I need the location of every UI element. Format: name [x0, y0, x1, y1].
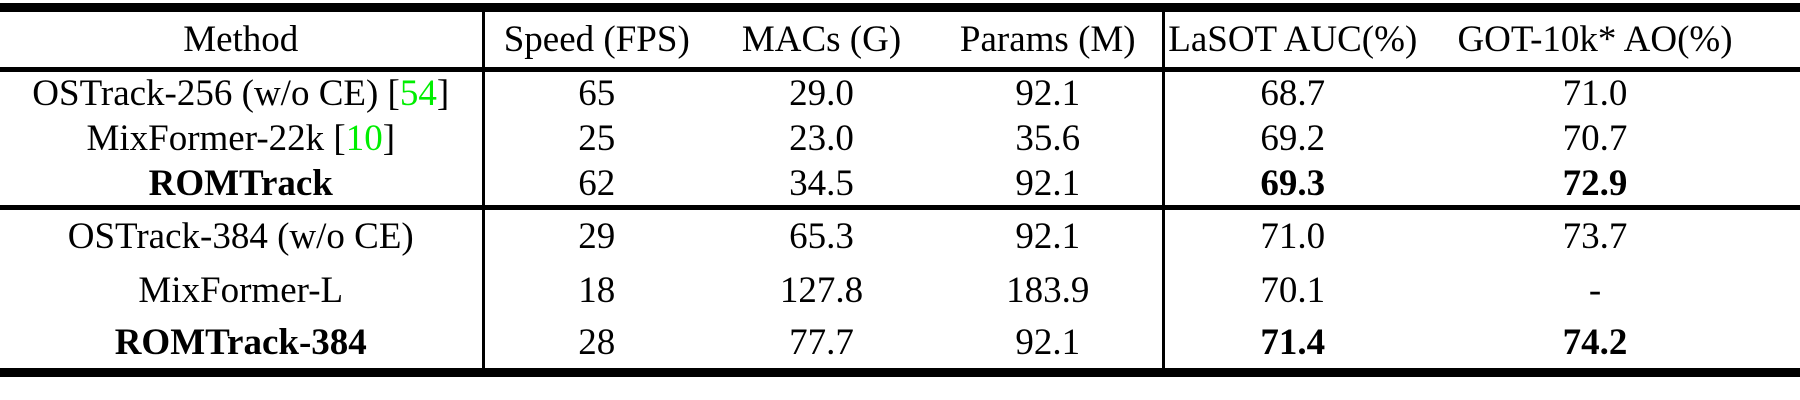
cell-params: 92.1 [934, 69, 1165, 116]
cell-macs: 34.5 [789, 162, 854, 204]
spacer-cell [1769, 116, 1800, 162]
cell-macs: 77.7 [789, 322, 854, 364]
spacer-cell [1769, 318, 1800, 373]
column-header-got: GOT-10k* AO(%) [1457, 19, 1733, 60]
header-row: Method Speed (FPS) MACs (G) Params (M) L… [0, 7, 1800, 70]
table-row: ROMTrack-384 28 77.7 92.1 71.4 74.2 [0, 317, 1800, 373]
method-name: ROMTrack [148, 162, 333, 204]
cell-params: 183.9 [934, 262, 1165, 318]
cell-speed: 62 [578, 162, 616, 204]
spacer-cell [1769, 162, 1800, 208]
cell-params: 92.1 [934, 161, 1165, 208]
spacer-cell [1769, 263, 1800, 318]
cell-speed: 29 [578, 215, 616, 257]
table-row: ROMTrack 62 34.5 92.1 69.3 72.9 [0, 161, 1800, 208]
cell-lasot: 71.4 [1260, 322, 1326, 364]
method-name: ROMTrack-384 [114, 322, 367, 364]
column-header-method: Method [0, 7, 485, 70]
cell-macs: 65.3 [789, 215, 854, 257]
cell-method: OSTrack-256 (w/o CE) [54] [0, 69, 485, 116]
cell-got: 72.9 [1562, 162, 1628, 204]
cell-speed: 28 [578, 322, 616, 364]
cell-method: ROMTrack [0, 161, 485, 208]
cell-got: - [1588, 269, 1602, 311]
cell-method: MixFormer-L [0, 262, 485, 318]
spacer-cell [1769, 208, 1800, 263]
method-name: MixFormer-L [138, 269, 344, 311]
cell-lasot: 68.7 [1260, 73, 1326, 115]
method-name: OSTrack-256 (w/o CE) [32, 73, 379, 115]
cell-got: 73.7 [1562, 215, 1628, 257]
cell-lasot: 70.1 [1260, 269, 1326, 311]
cell-speed: 65 [578, 73, 616, 115]
citation-number[interactable]: 54 [399, 73, 437, 115]
table-row: MixFormer-22k [10] 25 23.0 35.6 69.2 70.7 [0, 115, 1800, 162]
results-table: Method Speed (FPS) MACs (G) Params (M) L… [0, 3, 1800, 377]
citation-link[interactable]: [10] [324, 118, 396, 159]
method-name: OSTrack-384 (w/o CE) [67, 215, 414, 257]
column-header-params: Params (M) [934, 7, 1165, 70]
table-header: Method Speed (FPS) MACs (G) Params (M) L… [0, 7, 1800, 70]
table-group-small-models: OSTrack-256 (w/o CE) [54] 65 29.0 92.1 68.7 7… [0, 69, 1800, 208]
cell-method: OSTrack-384 (w/o CE) [0, 207, 485, 263]
cell-lasot: 69.2 [1260, 118, 1326, 159]
column-header-lasot: LaSOT AUC(%) [1168, 19, 1418, 60]
cell-method: MixFormer-22k [10] [0, 115, 485, 162]
cell-macs: 23.0 [789, 118, 854, 159]
cell-lasot: 71.0 [1260, 215, 1326, 257]
cell-speed: 18 [578, 269, 616, 311]
column-header-speed: Speed (FPS) [503, 19, 690, 60]
spacer-cell [1769, 70, 1800, 116]
cell-params: 35.6 [934, 115, 1165, 162]
cell-macs: 29.0 [789, 73, 854, 115]
cell-speed: 25 [578, 118, 616, 159]
cell-got: 71.0 [1562, 73, 1628, 115]
table-row: OSTrack-256 (w/o CE) [54] 65 29.0 92.1 68.7 7… [0, 69, 1800, 116]
cell-lasot: 69.3 [1260, 162, 1326, 204]
cell-params: 92.1 [934, 317, 1165, 373]
cell-got: 74.2 [1562, 322, 1628, 364]
cell-params: 92.1 [934, 207, 1165, 263]
cell-got: 70.7 [1562, 118, 1628, 159]
citation-link[interactable]: [54] [378, 73, 450, 115]
table-group-large-models: OSTrack-384 (w/o CE) 29 65.3 92.1 71.0 73.7 Mi… [0, 207, 1800, 373]
cell-macs: 127.8 [779, 269, 864, 311]
column-header-macs: MACs (G) [741, 19, 902, 60]
table-row: MixFormer-L 18 127.8 183.9 70.1 - [0, 262, 1800, 318]
cell-method: ROMTrack-384 [0, 317, 485, 373]
citation-number[interactable]: 10 [345, 118, 383, 159]
spacer-cell [1769, 8, 1800, 70]
table-row: OSTrack-384 (w/o CE) 29 65.3 92.1 71.0 73.7 [0, 207, 1800, 263]
method-name: MixFormer-22k [86, 118, 325, 159]
